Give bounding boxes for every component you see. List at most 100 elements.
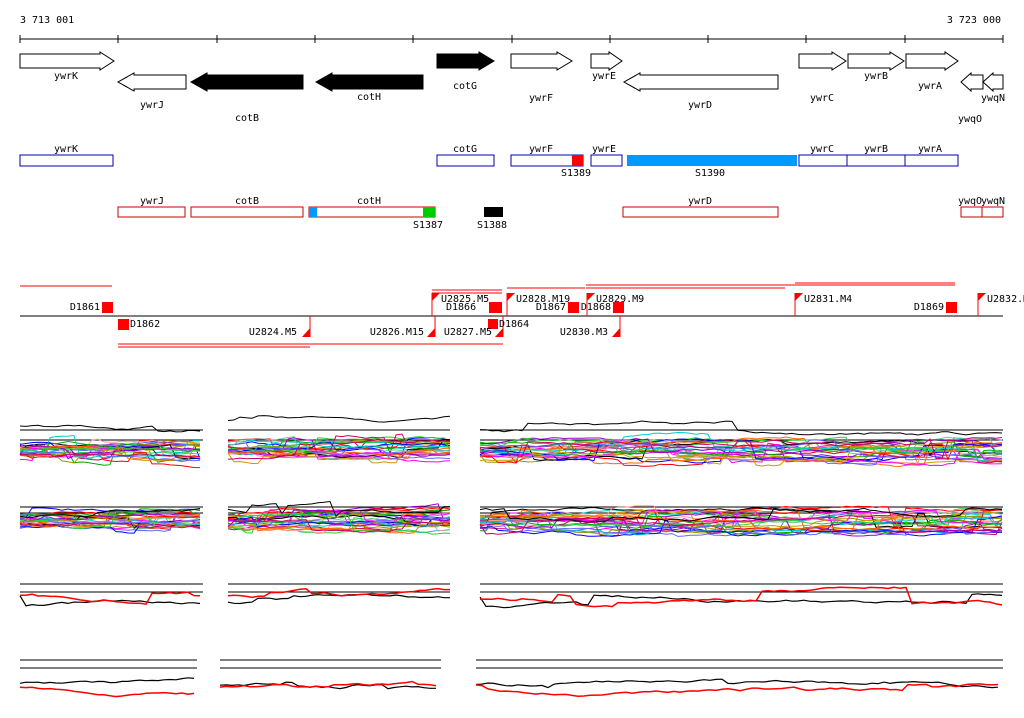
flag-u2831-m4[interactable] [795, 293, 803, 301]
gene-label-ywqn: ywqN [981, 93, 1005, 104]
forward-feature-track: ywrK cotG ywrF ywrE ywrC ywrB ywrA S1389… [19, 144, 959, 179]
panel1-expression-trace [19, 441, 201, 454]
feature-box-coth[interactable] [308, 206, 436, 218]
panel1-expression-trace [227, 436, 451, 451]
flag-u2824-m5[interactable] [302, 328, 310, 337]
panel2-expression-trace [19, 512, 201, 525]
gene-arrow-ywrk[interactable] [19, 51, 115, 71]
coordinate-end: 3 723 000 [947, 15, 1001, 26]
panel2-expression-trace [227, 509, 451, 523]
coth-blue-highlight[interactable] [309, 207, 317, 217]
mark-d1869[interactable] [946, 302, 957, 313]
lower-extent-lines [118, 343, 503, 348]
flag-label-u2830-m3: U2830.M3 [560, 327, 608, 338]
mark-d1866[interactable] [489, 302, 502, 313]
panel4-expression-trace [219, 680, 437, 688]
flag-u2826-m15[interactable] [427, 328, 435, 337]
mark-d1864[interactable] [488, 319, 498, 329]
panel1-expression-trace [19, 453, 201, 458]
gene-arrow-ywqn[interactable] [982, 71, 1004, 93]
gene-arrow-ywrf[interactable] [510, 51, 573, 71]
feature-box-ywrj[interactable] [117, 206, 186, 218]
mark-label-d1864: D1864 [499, 319, 529, 330]
panel1-expression-trace [19, 424, 201, 433]
gene-arrow-ywrb[interactable] [847, 51, 905, 71]
feature-box-ywre[interactable] [590, 154, 623, 167]
mark-label-d1869: D1869 [914, 302, 944, 313]
segment-s1389-marker[interactable] [572, 155, 583, 166]
feature-label-cotg: cotG [453, 144, 477, 155]
feature-label-coth: cotH [357, 196, 381, 207]
gene-arrow-cotg[interactable] [436, 51, 495, 71]
panel1-expression-trace [479, 420, 1003, 436]
gene-arrow-ywra[interactable] [905, 51, 959, 71]
feature-box-ywrd[interactable] [622, 206, 779, 218]
flag-u2828-m19[interactable] [507, 293, 515, 301]
feature-label-ywrj: ywrJ [140, 196, 164, 207]
gene-arrow-coth[interactable] [314, 72, 424, 92]
panel3-expression-trace [479, 586, 1003, 608]
mark-d1867[interactable] [568, 302, 579, 313]
segment-s1388-marker[interactable] [484, 207, 503, 217]
gene-label-ywrd: ywrD [688, 100, 712, 111]
panel1-expression-trace [227, 442, 451, 456]
coordinate-ruler [19, 35, 1004, 43]
gene-label-ywrc: ywrC [810, 93, 834, 104]
mark-d1862[interactable] [118, 319, 129, 330]
flag-u2829-m9[interactable] [587, 293, 595, 301]
panel2-expression-trace [19, 519, 201, 526]
panel2-expression-trace [479, 507, 1003, 523]
gene-arrow-track [19, 51, 1004, 93]
gene-arrow-ywqo[interactable] [960, 71, 984, 93]
panel1-expression-trace [479, 441, 1003, 462]
mark-label-d1867: D1867 [536, 302, 566, 313]
panel1-expression-trace [227, 449, 451, 456]
gene-arrow-ywrd[interactable] [622, 72, 779, 92]
gene-label-cotg: cotG [453, 81, 477, 92]
flag-u2827-m5[interactable] [495, 328, 503, 337]
panel3-expression-trace [20, 591, 201, 606]
transcript-mark-track: D1861 U2825.M5 D1866 U2828.M19 D1867 U28… [20, 282, 1024, 348]
panel2-expression-trace [19, 508, 201, 518]
mark-label-d1868: D1868 [581, 302, 611, 313]
flag-u2832-m[interactable] [978, 293, 986, 301]
feature-label-cotb: cotB [235, 196, 259, 207]
upper-extent-lines [20, 282, 955, 294]
panel1-expression-trace [19, 444, 201, 461]
panel2-expression-trace [479, 510, 1003, 537]
panel2-expression-trace [227, 519, 451, 533]
panel2-expression-trace [479, 513, 1003, 533]
feature-box-ywrk[interactable] [19, 154, 114, 167]
gene-label-ywrb: ywrB [864, 71, 888, 82]
gene-arrow-ywrc[interactable] [798, 51, 847, 71]
segment-s1390-bar[interactable] [627, 155, 797, 166]
feature-box-ywqn[interactable] [981, 206, 1004, 218]
panel1-expression-trace [19, 438, 201, 459]
gene-arrow-ywre[interactable] [590, 51, 623, 71]
panel1-expression-trace [479, 437, 1003, 460]
panel4-expression-trace [475, 678, 999, 689]
feature-box-ywrc[interactable] [798, 154, 848, 167]
gene-arrow-cotb[interactable] [189, 72, 304, 92]
feature-box-cotb[interactable] [190, 206, 304, 218]
mark-d1868[interactable] [613, 302, 624, 313]
panel2-expression-trace [479, 515, 1003, 536]
panel1-expression-trace [479, 437, 1003, 454]
panel2-expression-trace [19, 512, 201, 521]
gene-arrow-labels: ywrK ywrJ cotB cotH cotG ywrF ywrE ywrD … [54, 71, 1005, 125]
feature-label-ywqn: ywqN [981, 196, 1005, 207]
feature-box-cotg[interactable] [436, 154, 495, 167]
panel1-expression-trace [479, 436, 1003, 455]
flag-u2830-m3[interactable] [612, 328, 620, 337]
segment-s1387-marker[interactable] [423, 207, 435, 217]
feature-box-ywrb[interactable] [846, 154, 906, 167]
segment-label-s1389: S1389 [561, 168, 591, 179]
segment-label-s1387: S1387 [413, 220, 443, 231]
mark-d1861[interactable] [102, 302, 113, 313]
flag-u2825-m5[interactable] [432, 293, 440, 301]
gene-arrow-ywrj[interactable] [116, 72, 187, 92]
panel2-expression-trace [479, 509, 1003, 529]
feature-box-ywqo[interactable] [960, 206, 983, 218]
feature-box-ywra[interactable] [904, 154, 959, 167]
